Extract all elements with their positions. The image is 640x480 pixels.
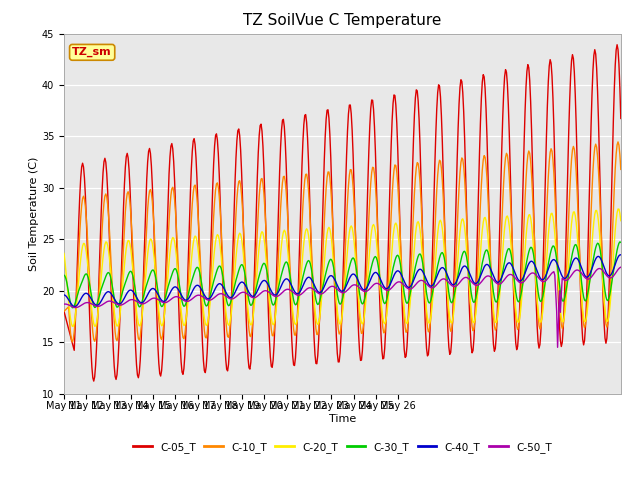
Title: TZ SoilVue C Temperature: TZ SoilVue C Temperature <box>243 13 442 28</box>
Text: TZ_sm: TZ_sm <box>72 47 112 58</box>
Legend: C-05_T, C-10_T, C-20_T, C-30_T, C-40_T, C-50_T: C-05_T, C-10_T, C-20_T, C-30_T, C-40_T, … <box>129 438 556 457</box>
Y-axis label: Soil Temperature (C): Soil Temperature (C) <box>29 156 39 271</box>
X-axis label: Time: Time <box>329 414 356 424</box>
